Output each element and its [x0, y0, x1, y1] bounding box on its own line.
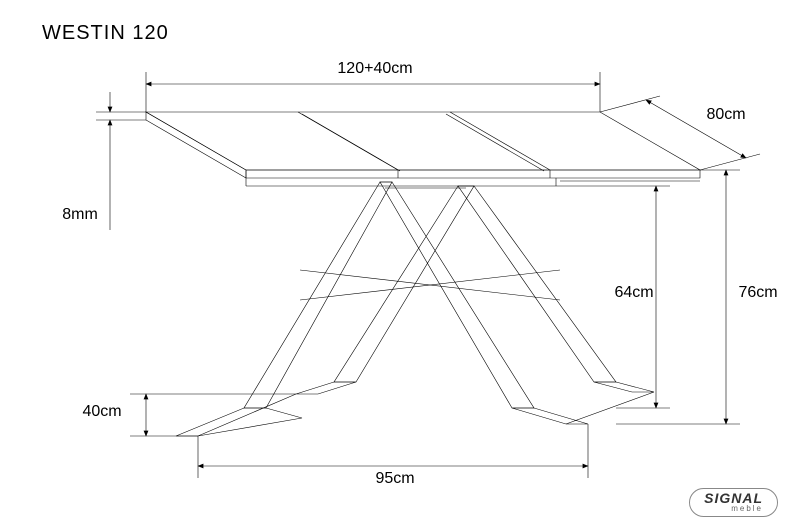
dim-length-top: 120+40cm — [320, 60, 430, 78]
dim-clearance-height: 64cm — [604, 284, 664, 302]
dim-depth: 80cm — [696, 106, 756, 124]
dim-base-depth: 40cm — [72, 403, 132, 421]
drawing-canvas: WESTIN 120 — [0, 0, 790, 527]
dim-base-width: 95cm — [360, 470, 430, 488]
brand-sub: meble — [704, 505, 763, 513]
brand-badge: SIGNAL meble — [689, 488, 778, 517]
brand-name: SIGNAL — [704, 491, 763, 505]
technical-drawing-svg — [0, 0, 790, 527]
dim-top-thickness: 8mm — [50, 206, 110, 224]
dim-overall-height: 76cm — [728, 284, 788, 302]
